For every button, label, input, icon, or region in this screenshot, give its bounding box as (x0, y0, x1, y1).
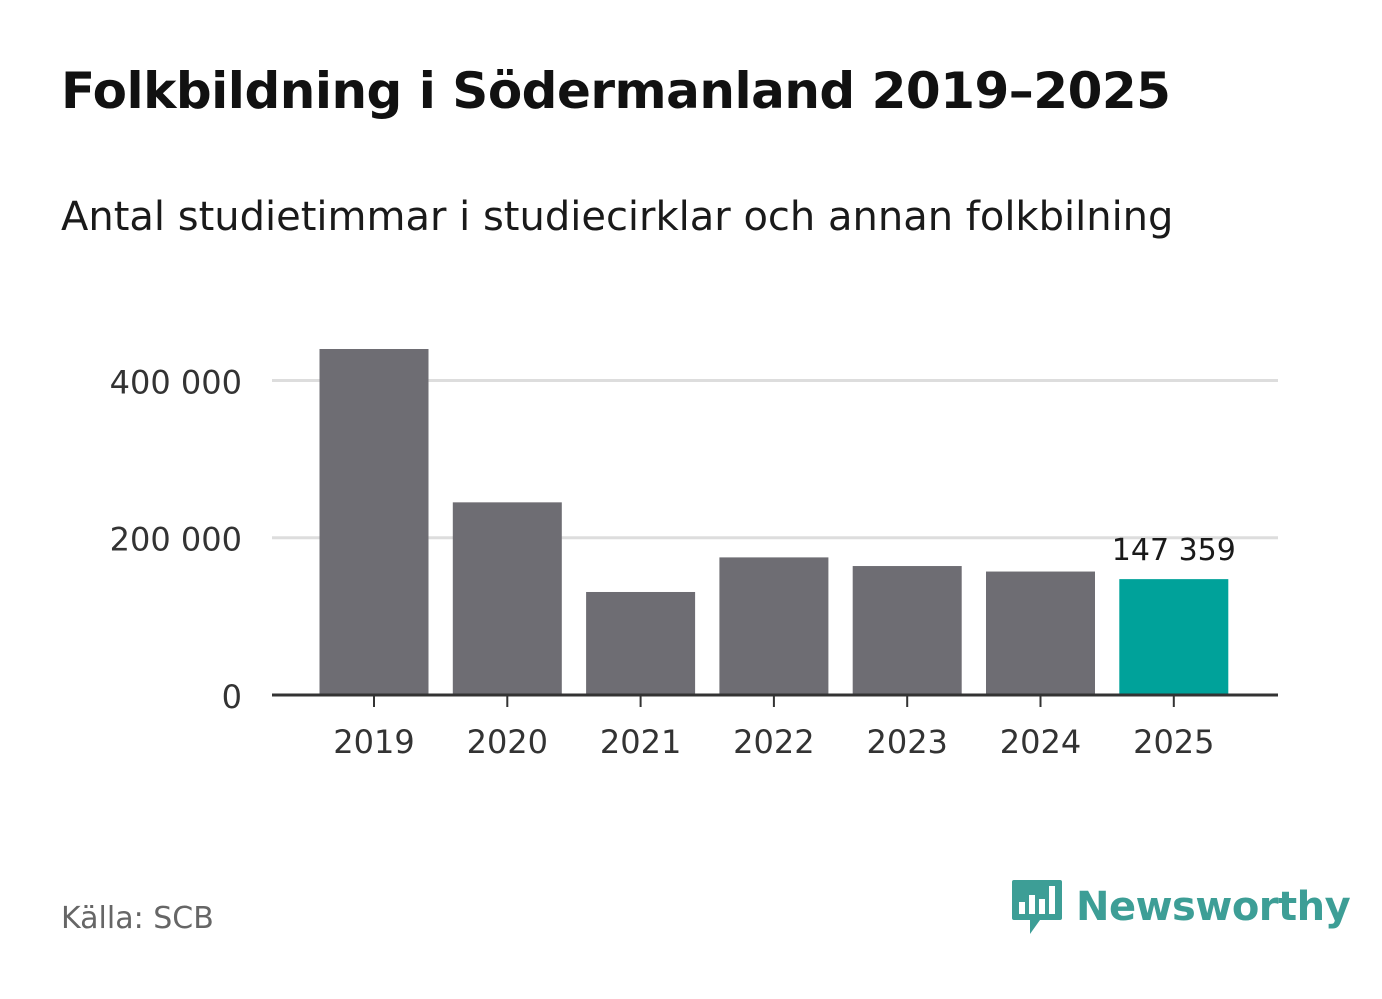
bar-chart-speech-bubble-icon (1012, 880, 1062, 934)
bars (319, 349, 1229, 695)
y-tick-label: 200 000 (110, 521, 242, 559)
y-tick-label: 0 (222, 678, 242, 716)
axes (272, 693, 1278, 707)
bar-2020 (452, 502, 562, 695)
x-tick-label: 2021 (600, 723, 681, 761)
x-tick-label: 2024 (1000, 723, 1081, 761)
y-tick-label: 400 000 (110, 363, 242, 401)
x-tick-label: 2019 (333, 723, 414, 761)
brand-name: Newsworthy (1076, 884, 1351, 930)
x-tick-label: 2020 (467, 723, 548, 761)
bar-2021 (586, 591, 696, 695)
chart-title: Folkbildning i Södermanland 2019–2025 (61, 62, 1171, 120)
bar-2019 (319, 349, 429, 695)
bar-2025 (1119, 579, 1229, 695)
source-note: Källa: SCB (61, 901, 214, 936)
bar-2022 (719, 557, 829, 695)
grid-lines (272, 378, 1278, 540)
labels: 0 200 000 400 000 2019 2020 2021 2022 2023 2024 2… (110, 363, 1236, 761)
x-tick-label: 2025 (1133, 723, 1214, 761)
x-tick-label: 2022 (733, 723, 814, 761)
brand-logo: Newsworthy (1010, 878, 1351, 936)
chart-subtitle: Antal studietimmar i studiecirklar och a… (61, 194, 1174, 240)
x-tick-label: 2023 (866, 723, 947, 761)
data-label: 147 359 (1112, 533, 1236, 568)
bar-2023 (852, 566, 962, 695)
bar-2024 (986, 571, 1095, 695)
